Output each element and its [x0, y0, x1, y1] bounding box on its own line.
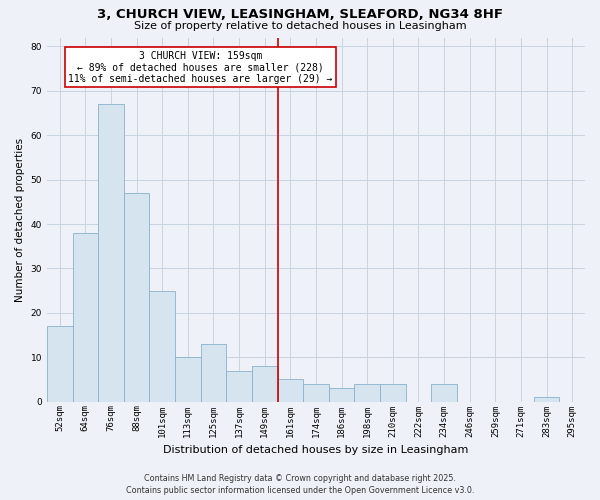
Bar: [252, 366, 278, 402]
Bar: [175, 357, 200, 402]
Bar: [200, 344, 226, 402]
Bar: [98, 104, 124, 402]
Text: Size of property relative to detached houses in Leasingham: Size of property relative to detached ho…: [134, 21, 466, 31]
Bar: [355, 384, 380, 402]
Bar: [431, 384, 457, 402]
X-axis label: Distribution of detached houses by size in Leasingham: Distribution of detached houses by size …: [163, 445, 469, 455]
Text: 3, CHURCH VIEW, LEASINGHAM, SLEAFORD, NG34 8HF: 3, CHURCH VIEW, LEASINGHAM, SLEAFORD, NG…: [97, 8, 503, 20]
Bar: [534, 397, 559, 402]
Y-axis label: Number of detached properties: Number of detached properties: [15, 138, 25, 302]
Bar: [303, 384, 329, 402]
Bar: [278, 380, 303, 402]
Text: 3 CHURCH VIEW: 159sqm
← 89% of detached houses are smaller (228)
11% of semi-det: 3 CHURCH VIEW: 159sqm ← 89% of detached …: [68, 51, 333, 84]
Bar: [47, 326, 73, 402]
Bar: [226, 370, 252, 402]
Text: Contains HM Land Registry data © Crown copyright and database right 2025.
Contai: Contains HM Land Registry data © Crown c…: [126, 474, 474, 495]
Bar: [329, 388, 355, 402]
Bar: [124, 193, 149, 402]
Bar: [73, 233, 98, 402]
Bar: [380, 384, 406, 402]
Bar: [149, 290, 175, 402]
